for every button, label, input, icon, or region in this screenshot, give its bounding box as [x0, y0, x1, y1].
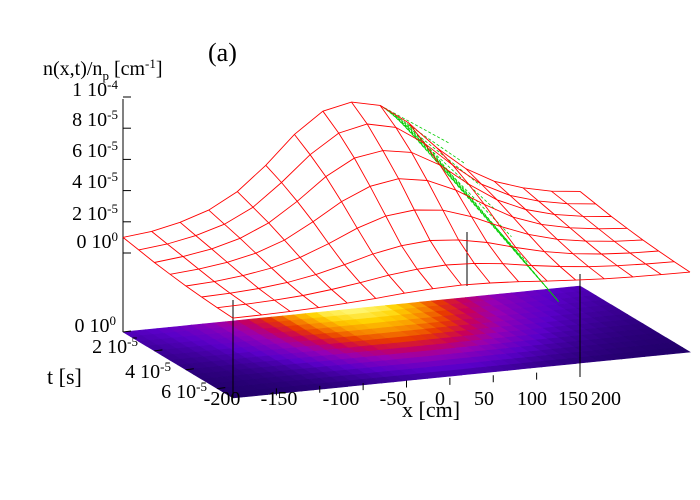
panel-label: (a) — [208, 38, 237, 67]
t-tick-mark — [185, 368, 194, 371]
z-tick-label: 8 10-5 — [72, 107, 118, 131]
t-tick-label: 0 100 — [74, 313, 117, 337]
hidden-mesh-line — [379, 105, 449, 144]
x-tick-label: 200 — [591, 388, 621, 410]
t-tick-mark — [217, 387, 226, 390]
mesh-line-constant-x — [436, 147, 548, 282]
mesh-line-constant-x — [151, 231, 262, 316]
t-tick-label: 2 10-5 — [92, 334, 138, 358]
mesh-line-constant-x — [294, 134, 405, 294]
hidden-mesh-line — [388, 111, 497, 211]
z-tick-label: 4 10-5 — [72, 169, 118, 193]
mesh-line-constant-x — [379, 105, 491, 284]
t-axis-title: t [s] — [47, 364, 82, 389]
x-tick-label: -150 — [260, 388, 298, 410]
hidden-mesh-line — [406, 123, 559, 302]
z-tick-label: 6 10-5 — [72, 138, 118, 162]
t-tick-label: 4 10-5 — [125, 359, 171, 383]
mesh-line-constant-x — [122, 237, 234, 319]
axes-frame — [122, 96, 581, 398]
color-map-cell — [669, 346, 691, 354]
hidden-mesh-line — [397, 117, 544, 284]
surface-mesh — [122, 101, 691, 319]
t-tick-label: 6 10-5 — [161, 379, 207, 403]
mesh-line-constant-x — [551, 190, 662, 275]
color-map-projection — [122, 285, 691, 399]
x-tick-label: 150 — [558, 388, 588, 410]
mesh-line-constant-x — [208, 209, 319, 308]
t-tick-mark — [154, 349, 163, 352]
mesh-line-constant-x — [465, 168, 577, 281]
z-axis-title: n(x,t)/np [cm-1] — [43, 56, 163, 83]
hidden-mesh-line — [409, 125, 559, 302]
mesh-line-constant-t — [122, 101, 581, 238]
x-tick-label: -100 — [322, 388, 360, 410]
mesh-line-constant-x — [236, 191, 348, 304]
mesh-line-constant-x — [265, 164, 377, 299]
z-tick-label: 1 10-4 — [72, 77, 118, 101]
x-tick-label: -50 — [379, 388, 407, 410]
x-tick-label: 50 — [474, 388, 494, 410]
mesh-line-constant-x — [179, 221, 291, 312]
hidden-mesh-back-side — [379, 105, 559, 302]
mesh-line-constant-x — [522, 187, 634, 278]
z-tick-label: 0 100 — [76, 229, 119, 253]
mesh-line-constant-t — [185, 209, 643, 287]
mesh-line-constant-x — [493, 180, 605, 280]
mesh-line-constant-x — [579, 191, 691, 273]
mesh-line-constant-t — [138, 123, 596, 251]
t-tick-mark — [122, 330, 132, 333]
hidden-mesh-line — [391, 113, 512, 238]
z-tick-label: 2 10-5 — [72, 201, 118, 225]
x-tick-label: 100 — [517, 388, 547, 410]
mesh-line-constant-t — [154, 150, 612, 263]
x-tick-label: 0 — [435, 388, 445, 410]
x-axis-title: x [cm] — [402, 397, 461, 422]
mesh-line-constant-x — [408, 122, 519, 282]
x-tick-label: -200 — [203, 388, 241, 410]
mesh-line-constant-x — [322, 110, 434, 289]
hidden-mesh-line — [394, 115, 528, 263]
mesh-line-constant-x — [351, 101, 462, 286]
